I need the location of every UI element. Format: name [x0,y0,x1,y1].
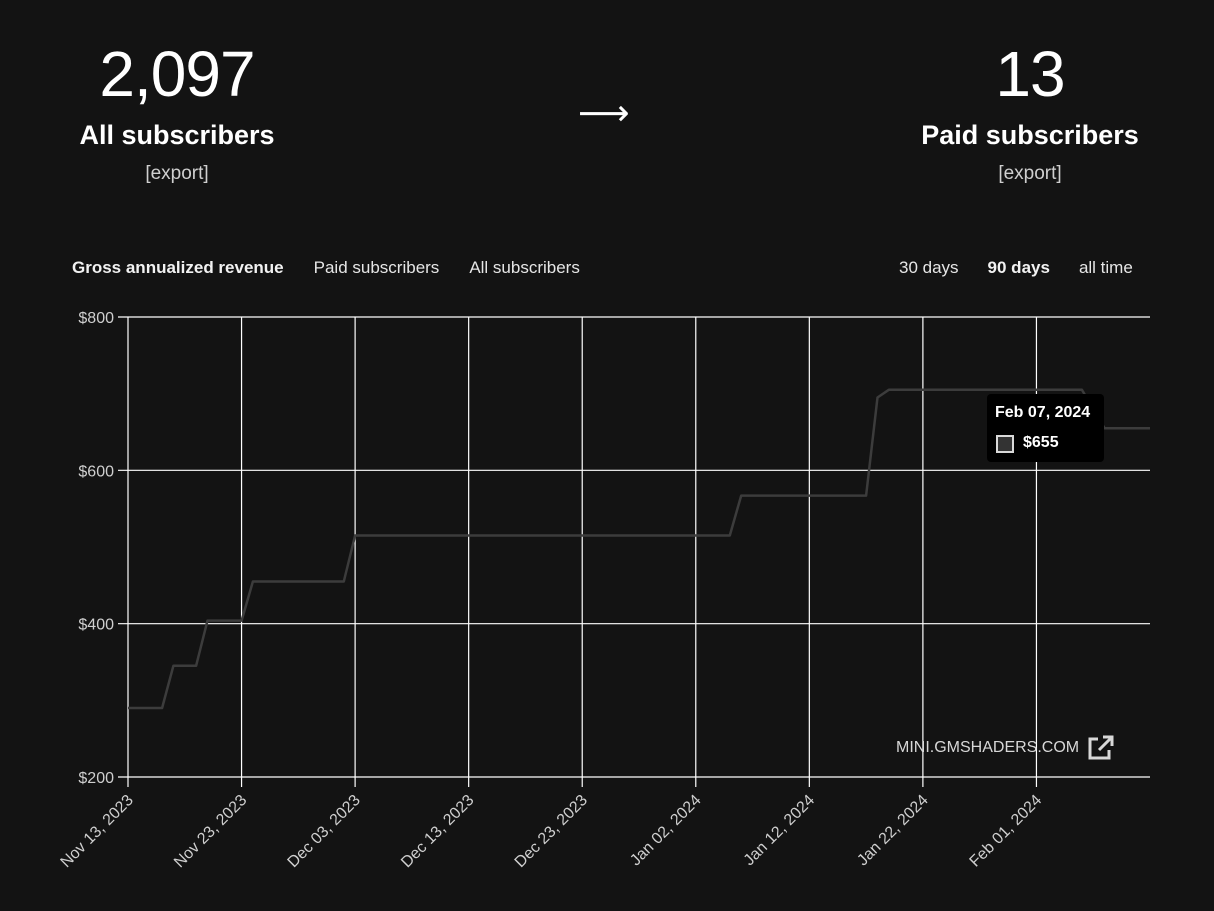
right-arrow-icon: ⟶ [578,92,630,133]
all-subscribers-label: All subscribers [79,120,275,150]
y-tick-label: $800 [78,310,114,327]
y-tick-label: $600 [78,463,114,480]
watermark-link[interactable]: MINI.GMSHADERS.COM [896,733,1115,763]
tab-gross-annualized-revenue[interactable]: Gross annualized revenue [72,258,284,277]
all-subscribers-count: 2,097 [99,38,255,110]
paid-subscribers-stat: 13 Paid subscribers [export] [905,42,1155,185]
y-tick-label: $200 [78,770,114,787]
x-tick-label: Dec 23, 2023 [512,792,591,871]
x-tick-label: Jan 02, 2024 [627,792,705,870]
x-tick-label: Dec 13, 2023 [398,792,477,871]
tooltip-value: $655 [1023,434,1059,451]
tab-all-time[interactable]: all time [1078,258,1133,277]
paid-subscribers-label: Paid subscribers [921,120,1139,150]
paid-subscribers-count: 13 [995,38,1065,110]
range-tabs: 30 days 90 days all time [899,258,1133,278]
y-tick-label: $400 [78,617,114,634]
tab-all-subscribers[interactable]: All subscribers [469,258,580,277]
tooltip-swatch [996,435,1014,453]
chart-tooltip: Feb 07, 2024 $655 [987,394,1104,462]
external-link-icon [1088,735,1114,760]
watermark-text: MINI.GMSHADERS.COM [896,739,1080,756]
tab-paid-subscribers[interactable]: Paid subscribers [313,258,440,277]
all-subscribers-export-link[interactable]: [export] [145,163,209,184]
x-tick-label: Jan 12, 2024 [741,792,819,870]
x-tick-label: Nov 23, 2023 [171,792,250,871]
all-subscribers-stat: 2,097 All subscribers [export] [52,42,302,185]
tooltip-date: Feb 07, 2024 [995,404,1091,421]
revenue-series-line [128,388,1150,710]
paid-subscribers-export-link[interactable]: [export] [998,163,1062,184]
metric-tabs: Gross annualized revenue Paid subscriber… [72,258,610,278]
x-tick-label: Jan 22, 2024 [854,792,932,870]
x-tick-label: Nov 13, 2023 [57,792,136,871]
x-tick-label: Dec 03, 2023 [285,792,364,871]
tab-30-days[interactable]: 30 days [899,258,959,277]
tab-90-days[interactable]: 90 days [987,258,1050,277]
x-tick-label: Feb 01, 2024 [967,792,1046,871]
